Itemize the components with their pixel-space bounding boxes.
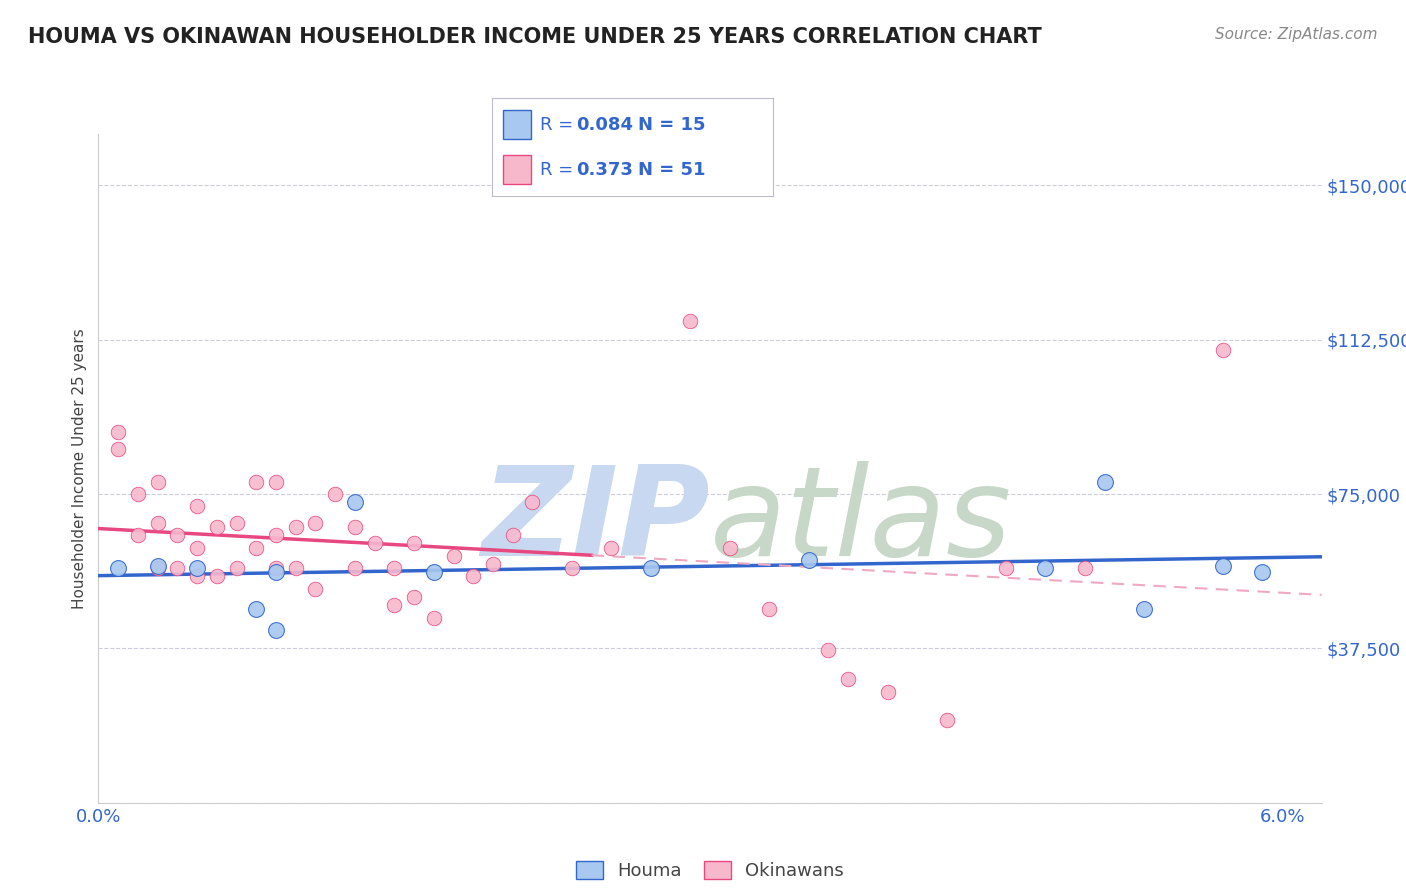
- Point: [205, 520, 228, 534]
- Point: [837, 673, 859, 687]
- Point: [482, 557, 505, 571]
- Point: [679, 314, 702, 328]
- Point: [304, 516, 326, 530]
- Bar: [503, 110, 531, 139]
- Point: [994, 561, 1017, 575]
- Point: [1035, 561, 1057, 575]
- Point: [1212, 343, 1234, 357]
- Point: [127, 487, 149, 501]
- Text: 0.373: 0.373: [576, 161, 633, 178]
- Point: [166, 528, 188, 542]
- Point: [404, 536, 426, 550]
- Point: [382, 598, 405, 612]
- Point: [404, 590, 426, 604]
- Text: atlas: atlas: [710, 461, 1012, 582]
- Point: [245, 602, 267, 616]
- Point: [264, 566, 287, 580]
- Point: [1251, 566, 1274, 580]
- Point: [284, 520, 307, 534]
- Point: [935, 714, 957, 728]
- Point: [245, 541, 267, 555]
- Text: R =: R =: [540, 116, 579, 134]
- Point: [343, 561, 366, 575]
- Point: [463, 569, 485, 583]
- Point: [146, 561, 169, 575]
- Point: [797, 553, 820, 567]
- Point: [1212, 559, 1234, 574]
- Legend: Houma, Okinawans: Houma, Okinawans: [569, 854, 851, 888]
- Point: [817, 643, 839, 657]
- Point: [423, 610, 446, 624]
- Point: [166, 561, 188, 575]
- Point: [522, 495, 544, 509]
- Point: [343, 495, 366, 509]
- Point: [186, 569, 208, 583]
- Point: [146, 516, 169, 530]
- Point: [146, 475, 169, 489]
- Text: Source: ZipAtlas.com: Source: ZipAtlas.com: [1215, 27, 1378, 42]
- Text: N = 15: N = 15: [638, 116, 706, 134]
- Point: [640, 561, 662, 575]
- Point: [363, 536, 385, 550]
- Point: [127, 528, 149, 542]
- Point: [107, 561, 129, 575]
- Text: R =: R =: [540, 161, 579, 178]
- Point: [264, 528, 287, 542]
- Point: [502, 528, 524, 542]
- Point: [1133, 602, 1156, 616]
- Point: [264, 623, 287, 637]
- Text: ZIP: ZIP: [481, 461, 710, 582]
- Point: [382, 561, 405, 575]
- Point: [264, 561, 287, 575]
- Point: [876, 684, 898, 698]
- Point: [1074, 561, 1097, 575]
- Point: [323, 487, 346, 501]
- Point: [186, 500, 208, 514]
- Bar: [503, 155, 531, 185]
- Point: [107, 425, 129, 440]
- Point: [1094, 475, 1116, 489]
- Point: [146, 559, 169, 574]
- Point: [304, 582, 326, 596]
- Point: [186, 541, 208, 555]
- Point: [264, 475, 287, 489]
- Text: N = 51: N = 51: [638, 161, 706, 178]
- Point: [443, 549, 465, 563]
- Point: [245, 475, 267, 489]
- Text: 0.084: 0.084: [576, 116, 634, 134]
- Y-axis label: Householder Income Under 25 years: Householder Income Under 25 years: [72, 328, 87, 608]
- Point: [758, 602, 780, 616]
- Point: [343, 520, 366, 534]
- Text: HOUMA VS OKINAWAN HOUSEHOLDER INCOME UNDER 25 YEARS CORRELATION CHART: HOUMA VS OKINAWAN HOUSEHOLDER INCOME UND…: [28, 27, 1042, 46]
- Point: [186, 561, 208, 575]
- Point: [225, 516, 247, 530]
- Point: [284, 561, 307, 575]
- Point: [225, 561, 247, 575]
- Point: [561, 561, 583, 575]
- Point: [205, 569, 228, 583]
- Point: [600, 541, 623, 555]
- Point: [423, 566, 446, 580]
- Point: [718, 541, 741, 555]
- Point: [107, 442, 129, 456]
